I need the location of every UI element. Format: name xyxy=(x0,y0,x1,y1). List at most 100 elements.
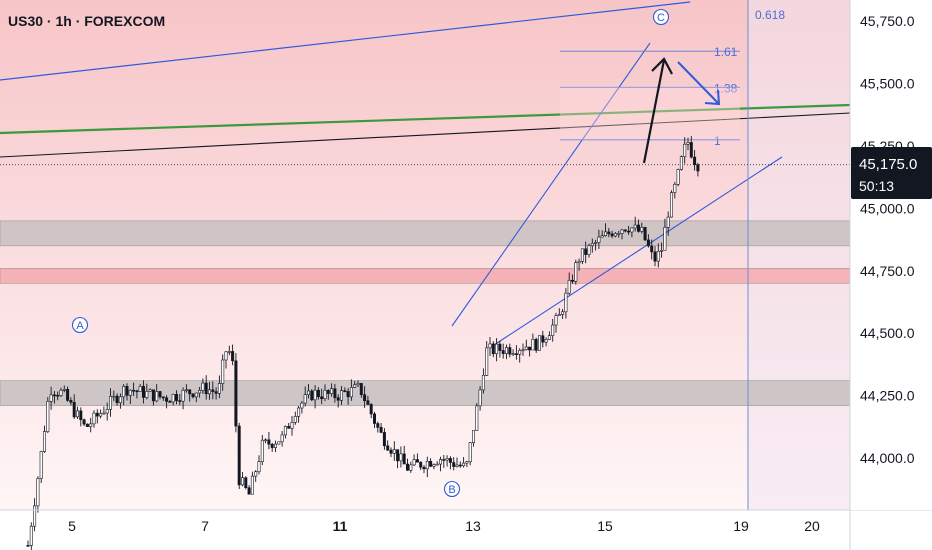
candle-up xyxy=(264,439,268,442)
fib-level-label: 1.38 xyxy=(714,81,738,95)
candle-up xyxy=(564,292,568,313)
current-price-value: 45,175.0 xyxy=(859,156,917,173)
bar-countdown: 50:13 xyxy=(859,178,894,194)
future-shade xyxy=(748,0,850,510)
wave-label-circle xyxy=(443,480,461,498)
candle-up xyxy=(109,396,113,410)
candle-down xyxy=(452,462,456,467)
candle-up xyxy=(128,389,132,396)
candle-down xyxy=(178,400,182,402)
candle-down xyxy=(56,394,60,397)
candle-up xyxy=(221,359,225,384)
candle-down xyxy=(151,389,155,402)
candle-down xyxy=(26,545,30,547)
candle-down xyxy=(402,453,406,465)
candle-up xyxy=(277,441,281,445)
current-price-tag xyxy=(851,147,932,199)
candle-down xyxy=(135,390,139,393)
candle-down xyxy=(382,432,386,447)
candle-down xyxy=(650,245,654,253)
price-tick-label: 45,000.0 xyxy=(860,200,915,216)
candle-down xyxy=(653,251,657,262)
candle-down xyxy=(310,390,314,401)
candle-up xyxy=(617,233,621,235)
candle-up xyxy=(297,407,301,417)
candle-down xyxy=(584,248,588,255)
fib-level-label: 1 xyxy=(714,134,721,148)
candle-up xyxy=(544,339,548,343)
fib-level-label: 1.61 xyxy=(714,45,738,59)
time-tick-label: 15 xyxy=(597,518,613,534)
candle-up xyxy=(273,443,277,448)
candle-down xyxy=(541,335,545,343)
candle-up xyxy=(557,314,561,316)
candle-up xyxy=(122,386,126,398)
candle-up xyxy=(36,478,40,507)
candle-down xyxy=(237,425,241,486)
candle-up xyxy=(432,464,436,467)
candle-down xyxy=(211,389,215,392)
candle-up xyxy=(567,280,571,294)
candle-up xyxy=(39,451,43,479)
candle-down xyxy=(379,427,383,433)
candle-down xyxy=(528,346,532,351)
candle-up xyxy=(660,249,664,252)
candle-up xyxy=(392,449,396,454)
candle-up xyxy=(524,346,528,351)
candle-up xyxy=(194,392,198,398)
candle-down xyxy=(405,463,409,471)
wedge-lower-line xyxy=(493,156,783,346)
candle-up xyxy=(468,442,472,463)
candle-up xyxy=(409,464,413,471)
candle-down xyxy=(498,343,502,351)
wave-label: B xyxy=(448,484,455,496)
upper-channel-line xyxy=(0,1,691,81)
candle-up xyxy=(62,389,66,391)
candle-up xyxy=(679,156,683,170)
candle-down xyxy=(610,233,614,237)
candle-up xyxy=(537,335,541,351)
chart-title: US30 · 1h · FOREXCOM xyxy=(8,13,166,29)
candle-down xyxy=(627,230,631,233)
candle-up xyxy=(656,251,660,262)
candle-up xyxy=(666,216,670,228)
candle-up xyxy=(521,349,525,352)
candle-down xyxy=(396,449,400,462)
price-axis-bg xyxy=(851,0,932,510)
candle-up xyxy=(313,389,317,401)
candle-up xyxy=(171,394,175,403)
candle-up xyxy=(580,248,584,262)
candle-down xyxy=(689,142,693,158)
wave-label: A xyxy=(76,320,84,332)
candle-up xyxy=(138,386,142,392)
candle-down xyxy=(161,396,165,399)
candle-up xyxy=(504,347,508,354)
candle-down xyxy=(607,231,611,235)
time-tick-label: 13 xyxy=(465,518,481,534)
candle-up xyxy=(46,401,50,432)
candle-up xyxy=(356,383,360,386)
candle-up xyxy=(445,458,449,461)
candle-up xyxy=(686,142,690,145)
candle-down xyxy=(247,487,251,495)
candle-down xyxy=(363,394,367,401)
time-tick-label: 20 xyxy=(804,518,820,534)
candle-up xyxy=(303,394,307,404)
candle-up xyxy=(511,353,515,356)
candle-down xyxy=(204,382,208,395)
candle-down xyxy=(448,458,452,463)
candle-up xyxy=(208,389,212,395)
plot-background xyxy=(0,0,850,510)
candle-down xyxy=(372,413,376,424)
wave-label-circle xyxy=(71,316,89,334)
candle-up xyxy=(323,390,327,400)
candle-down xyxy=(491,343,495,355)
candle-up xyxy=(300,402,304,409)
candle-up xyxy=(349,387,353,398)
candle-up xyxy=(257,461,261,473)
candle-up xyxy=(155,391,159,402)
candle-up xyxy=(59,389,63,396)
candle-up xyxy=(89,423,93,427)
